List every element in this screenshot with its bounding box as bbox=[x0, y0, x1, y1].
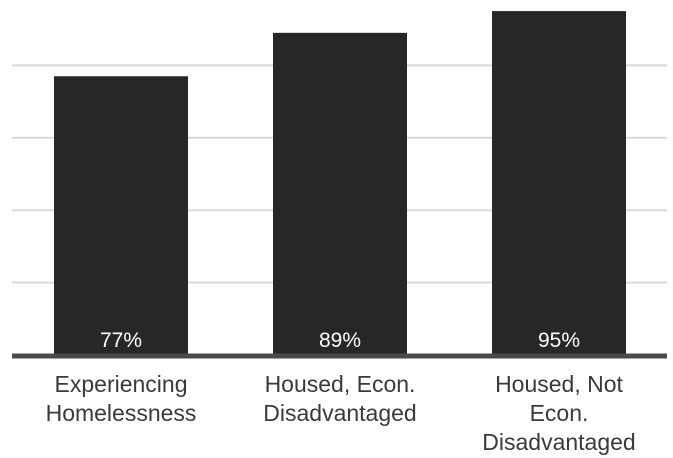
category-label-3-line-1: Housed, Not bbox=[495, 371, 623, 397]
category-label-2-line-1: Housed, Econ. bbox=[265, 371, 416, 397]
bar-value-labels: 77% 89% 95% bbox=[100, 329, 580, 352]
bar-2 bbox=[273, 32, 407, 355]
bar-1 bbox=[54, 76, 188, 355]
bar-value-label-3: 95% bbox=[538, 329, 580, 352]
bar-value-label-1: 77% bbox=[100, 329, 142, 352]
category-label-3-line-3: Disadvantaged bbox=[482, 429, 635, 455]
category-label-3-line-2: Econ. bbox=[530, 400, 589, 426]
bars bbox=[54, 11, 626, 355]
category-label-1-line-2: Homelessness bbox=[46, 400, 197, 426]
bar-value-label-2: 89% bbox=[319, 329, 361, 352]
bar-3 bbox=[492, 11, 626, 355]
category-label-2-line-2: Disadvantaged bbox=[263, 400, 416, 426]
category-label-1-line-1: Experiencing bbox=[55, 371, 188, 397]
category-labels: Experiencing Homelessness Housed, Econ. Dis… bbox=[46, 371, 636, 455]
